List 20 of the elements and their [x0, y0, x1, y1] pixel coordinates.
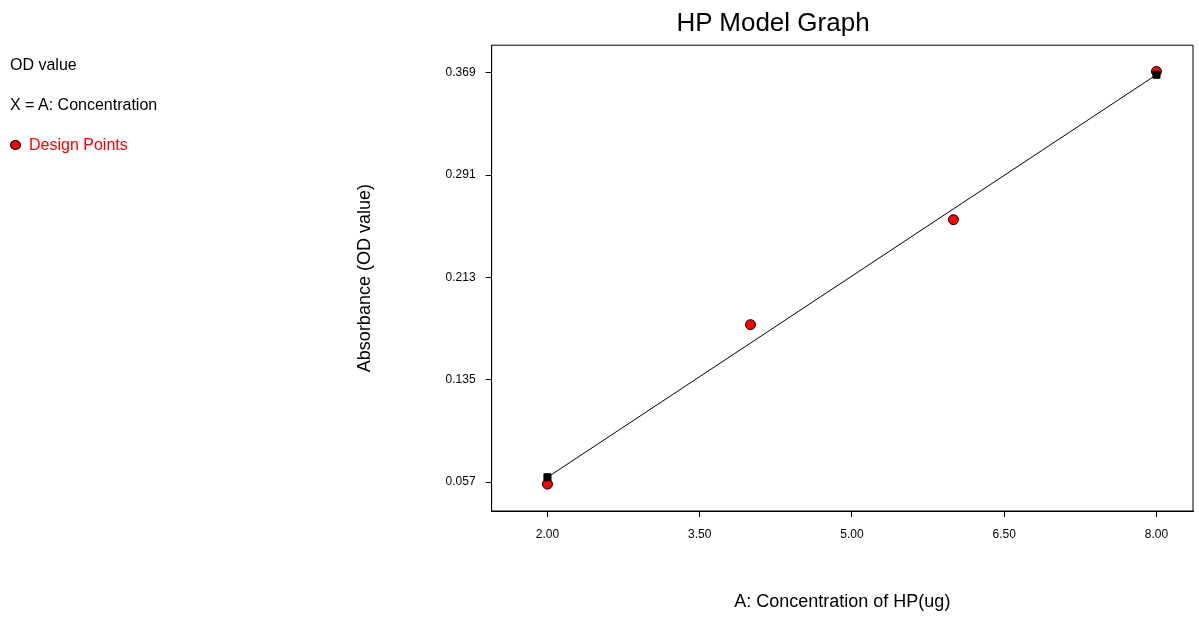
x-tick-label: 8.00 [1144, 526, 1169, 541]
point [1152, 70, 1161, 79]
y-tick-label: 0.213 [445, 269, 476, 284]
legend-label: Design Points [29, 136, 128, 154]
x-tick-label: 3.50 [688, 526, 712, 541]
text: X = A: Concentration [10, 96, 159, 114]
text: OD value [10, 56, 78, 74]
chart-title: HP Model Graph [676, 6, 870, 37]
x-tick-label: 5.00 [840, 526, 864, 541]
point [744, 319, 756, 331]
y-tick-label: 0.369 [445, 65, 476, 80]
x-axis-title: A: Concentration of HP(ug) [734, 591, 951, 612]
x-tick-label: 2.00 [535, 526, 560, 541]
y-tick-label: 0.057 [445, 474, 476, 489]
y-tick-label: 0.135 [445, 372, 476, 387]
point [947, 214, 959, 226]
y-tick-label: 0.291 [445, 167, 476, 182]
y-axis-title: Absorbance (OD value) [353, 184, 374, 373]
point [543, 473, 552, 482]
x-tick-label: 6.50 [992, 526, 1017, 541]
